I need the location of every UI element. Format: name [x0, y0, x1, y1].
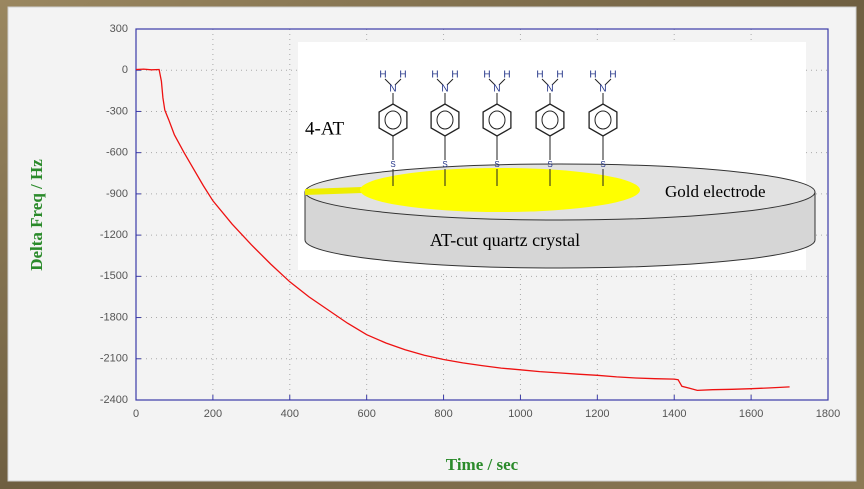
x-tick-label: 0 [133, 408, 139, 420]
x-tick-label: 1800 [816, 408, 840, 420]
aromatic-circle [384, 110, 402, 130]
bond [446, 78, 454, 86]
y-tick-label: 0 [122, 64, 128, 76]
aromatic-circle [594, 110, 612, 130]
bond [394, 78, 402, 86]
atom-label: N [493, 84, 500, 95]
aromatic-circle [436, 110, 454, 130]
x-tick-label: 1600 [739, 408, 763, 420]
atom-label: H [503, 70, 510, 81]
y-axis-title: Delta Freq / Hz [27, 159, 46, 271]
aromatic-circle [488, 110, 506, 130]
molecule-label: 4-AT [305, 118, 344, 139]
x-tick-label: 600 [357, 408, 375, 420]
bond [551, 78, 559, 86]
plot-frame [135, 28, 829, 401]
y-tick-label: -2100 [100, 353, 128, 365]
x-tick-label: 1200 [585, 408, 609, 420]
y-tick-label: 300 [110, 23, 128, 35]
x-tick-label: 200 [204, 408, 222, 420]
y-tick-label: -600 [106, 147, 128, 159]
atom-label: H [609, 70, 616, 81]
x-tick-label: 1400 [662, 408, 686, 420]
atom-label: S [442, 160, 447, 169]
atom-label: H [589, 70, 596, 81]
data-line [135, 68, 790, 392]
bond [604, 78, 612, 86]
atom-label: N [546, 84, 553, 95]
bond [498, 78, 506, 86]
electrode-label: Gold electrode [665, 182, 766, 201]
atom-label: S [390, 160, 395, 169]
gold-electrode [360, 168, 640, 212]
atom-label: H [399, 70, 406, 81]
y-tick-label: -900 [106, 188, 128, 200]
bond [436, 78, 444, 86]
inset-diagram: 4-AT Gold electrode AT-cut quartz crysta… [298, 42, 816, 270]
aromatic-circle [541, 110, 559, 130]
x-tick-label: 400 [281, 408, 299, 420]
y-tick-label: -2400 [100, 394, 128, 406]
y-tick-label: -1200 [100, 229, 128, 241]
atom-label: N [389, 84, 396, 95]
atom-label: H [379, 70, 386, 81]
atom-label: H [556, 70, 563, 81]
bond [384, 78, 392, 86]
electrode-tab [304, 187, 363, 195]
bond [541, 78, 549, 86]
atom-label: S [547, 160, 552, 169]
y-tick-label: -1800 [100, 311, 128, 323]
y-tick-label: -300 [106, 105, 128, 117]
atom-label: H [451, 70, 458, 81]
atom-label: H [483, 70, 490, 81]
substrate-label: AT-cut quartz crystal [430, 230, 580, 250]
atom-label: H [536, 70, 543, 81]
atom-label: N [441, 84, 448, 95]
atom-label: N [599, 84, 606, 95]
y-tick-label: -1500 [100, 270, 128, 282]
x-tick-label: 800 [434, 408, 452, 420]
bond [488, 78, 496, 86]
atom-label: H [431, 70, 438, 81]
atom-label: S [494, 160, 499, 169]
atom-label: S [600, 160, 605, 169]
x-tick-label: 1000 [508, 408, 532, 420]
x-axis-title: Time / sec [446, 455, 519, 474]
bond [594, 78, 602, 86]
